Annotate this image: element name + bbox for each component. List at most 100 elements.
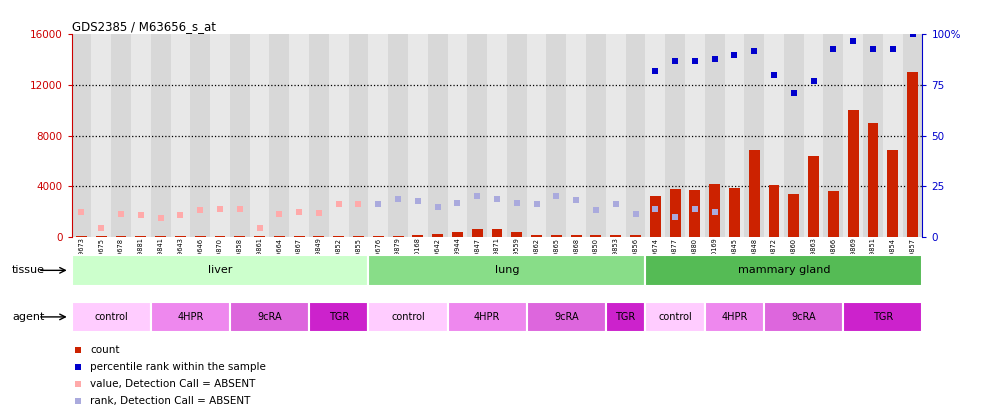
Bar (155, 236, 166, 237)
Bar (828, 192, 839, 237)
Bar (210, 34, 230, 237)
Bar (72, 302, 151, 332)
Bar (764, 34, 784, 237)
Bar (843, 302, 922, 332)
Bar (625, 34, 645, 237)
Bar (665, 34, 685, 237)
Bar (492, 229, 502, 237)
Bar (111, 34, 131, 237)
Text: lung: lung (495, 265, 519, 275)
Bar (135, 236, 146, 237)
Bar (605, 34, 625, 237)
Text: control: control (94, 312, 128, 322)
Bar (710, 184, 720, 237)
Bar (571, 235, 581, 237)
Bar (567, 34, 586, 237)
Text: agent: agent (12, 312, 45, 322)
Bar (808, 156, 819, 237)
Text: control: control (658, 312, 692, 322)
Bar (329, 34, 349, 237)
Bar (690, 190, 701, 237)
Bar (527, 302, 605, 332)
Text: liver: liver (208, 265, 233, 275)
Bar (171, 34, 190, 237)
Bar (551, 235, 562, 237)
Bar (745, 34, 764, 237)
Bar (95, 236, 106, 237)
Bar (630, 235, 641, 237)
Bar (863, 34, 883, 237)
Bar (527, 34, 547, 237)
Bar (254, 236, 265, 237)
Text: GDS2385 / M63656_s_at: GDS2385 / M63656_s_at (72, 20, 216, 33)
Bar (725, 34, 745, 237)
Bar (230, 302, 309, 332)
Text: count: count (90, 345, 120, 355)
Text: 9cRA: 9cRA (791, 312, 816, 322)
Text: 4HPR: 4HPR (474, 312, 500, 322)
Bar (650, 196, 661, 237)
Bar (373, 236, 384, 237)
Bar (393, 236, 404, 237)
Bar (269, 34, 289, 237)
Text: TGR: TGR (873, 312, 893, 322)
Text: control: control (391, 312, 424, 322)
Bar (408, 34, 427, 237)
Bar (447, 34, 467, 237)
Bar (389, 34, 408, 237)
Bar (547, 34, 567, 237)
Bar (230, 34, 249, 237)
Bar (369, 255, 645, 286)
Bar (685, 34, 705, 237)
Bar (369, 34, 389, 237)
Bar (452, 232, 463, 237)
Bar (76, 236, 86, 237)
Text: tissue: tissue (12, 265, 45, 275)
Bar (349, 34, 369, 237)
Bar (531, 234, 542, 237)
Bar (309, 34, 329, 237)
Bar (729, 188, 740, 237)
Bar (748, 149, 759, 237)
Bar (804, 34, 823, 237)
Text: percentile rank within the sample: percentile rank within the sample (90, 362, 266, 372)
Bar (72, 255, 369, 286)
Bar (645, 255, 922, 286)
Bar (369, 302, 447, 332)
Bar (151, 302, 230, 332)
Bar (215, 236, 226, 237)
Bar (289, 34, 309, 237)
Bar (868, 123, 879, 237)
Bar (72, 34, 91, 237)
Bar (883, 34, 903, 237)
Bar (670, 189, 681, 237)
Bar (768, 185, 779, 237)
Bar (586, 34, 605, 237)
Text: rank, Detection Call = ABSENT: rank, Detection Call = ABSENT (90, 396, 250, 405)
Bar (131, 34, 151, 237)
Bar (274, 236, 284, 237)
Bar (590, 235, 601, 237)
Bar (784, 34, 804, 237)
Bar (610, 235, 621, 237)
Bar (487, 34, 507, 237)
Text: 9cRA: 9cRA (257, 312, 281, 322)
Bar (447, 302, 527, 332)
Bar (190, 34, 210, 237)
Bar (645, 302, 705, 332)
Bar (705, 34, 725, 237)
Bar (175, 236, 186, 237)
Text: value, Detection Call = ABSENT: value, Detection Call = ABSENT (90, 379, 255, 389)
Bar (333, 236, 344, 237)
Bar (91, 34, 111, 237)
Bar (249, 34, 269, 237)
Bar (427, 34, 447, 237)
Bar (511, 232, 522, 237)
Text: 9cRA: 9cRA (554, 312, 579, 322)
Bar (605, 302, 645, 332)
Bar (645, 34, 665, 237)
Bar (432, 234, 443, 237)
Bar (848, 111, 859, 237)
Text: 4HPR: 4HPR (722, 312, 747, 322)
Bar (705, 302, 764, 332)
